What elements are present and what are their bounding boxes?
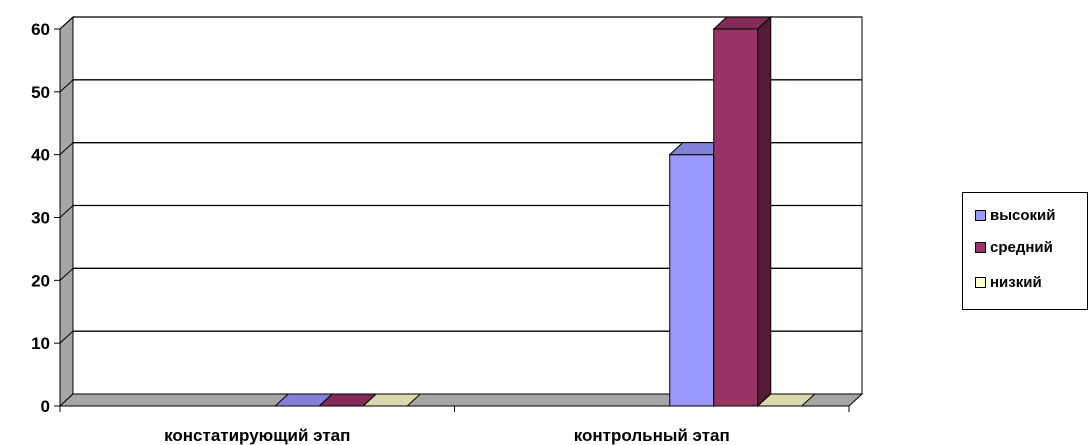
x-category-label: констатирующий этап: [164, 426, 350, 445]
legend-swatch-low: [975, 276, 986, 288]
gridline-side: [59, 142, 74, 156]
gridline-side: [59, 16, 74, 30]
legend-label-low: низкий: [990, 273, 1042, 291]
y-tick-label: 50: [31, 83, 50, 102]
legend-item-high: высокий: [975, 205, 1056, 225]
legend-item-medium: средний: [975, 237, 1053, 257]
bars: [273, 15, 817, 408]
y-axis-ticks: 0 10 20 30 40 50 60: [31, 20, 61, 416]
bar-front: [669, 154, 715, 407]
y-tick-label: 30: [31, 209, 50, 228]
y-tick-label: 60: [31, 20, 50, 39]
bar: [712, 15, 773, 408]
gridline-side: [59, 79, 74, 93]
gridline-side: [59, 205, 74, 218]
legend-item-low: низкий: [975, 272, 1042, 292]
bar-side: [757, 15, 772, 408]
legend-label-medium: средний: [990, 238, 1053, 256]
y-tick-label: 0: [41, 397, 50, 416]
y-tick-label: 20: [31, 271, 50, 290]
gridline-side: [59, 267, 74, 281]
legend-label-high: высокий: [990, 206, 1056, 224]
legend-swatch-medium: [975, 241, 986, 253]
legend: высокий средний низкий: [962, 192, 1088, 310]
x-category-label: контрольный этап: [574, 426, 730, 445]
bar-front: [713, 28, 759, 407]
x-axis-categories: констатирующий этап контрольный этап: [59, 405, 850, 445]
legend-swatch-high: [975, 209, 986, 221]
gridline-side: [59, 330, 74, 344]
y-tick-label: 40: [31, 146, 50, 165]
y-tick-label: 10: [31, 334, 50, 353]
